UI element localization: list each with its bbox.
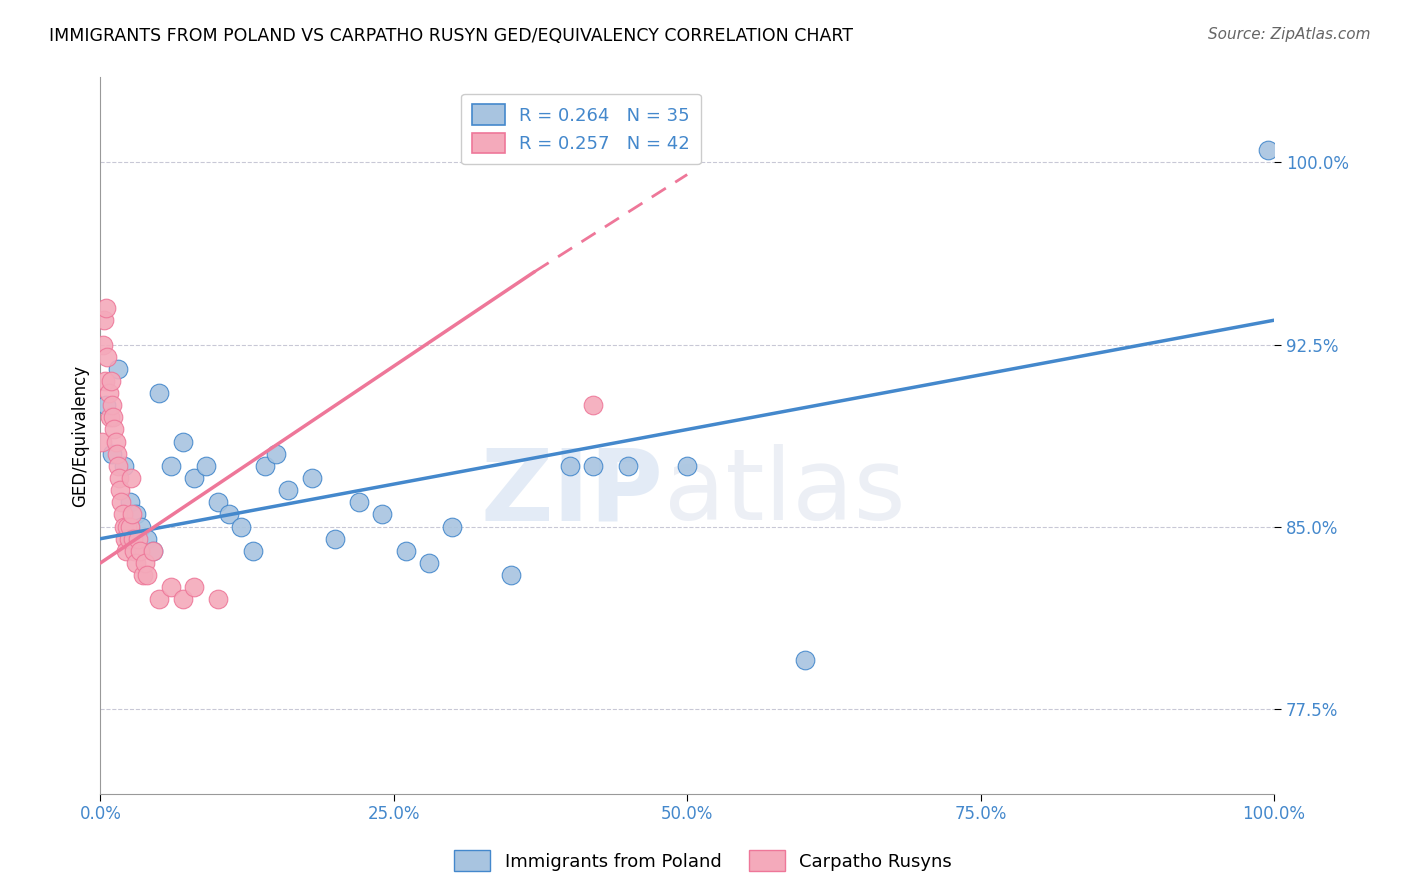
Point bbox=[115, 544, 138, 558]
Point bbox=[96, 301, 118, 315]
Text: atlas: atlas bbox=[664, 444, 905, 541]
Point bbox=[501, 568, 523, 582]
Point bbox=[207, 495, 229, 509]
Point bbox=[118, 519, 141, 533]
Point bbox=[195, 458, 218, 473]
Point bbox=[107, 458, 129, 473]
Point bbox=[301, 471, 323, 485]
Point bbox=[371, 508, 394, 522]
Point bbox=[266, 447, 288, 461]
Y-axis label: GED/Equivalency: GED/Equivalency bbox=[72, 365, 89, 507]
Point bbox=[172, 434, 194, 449]
Point bbox=[96, 398, 118, 412]
Point bbox=[93, 313, 115, 327]
Point bbox=[172, 592, 194, 607]
Point bbox=[100, 374, 122, 388]
Point bbox=[97, 386, 120, 401]
Point bbox=[582, 458, 605, 473]
Point bbox=[231, 519, 253, 533]
Point bbox=[142, 544, 165, 558]
Point bbox=[122, 532, 145, 546]
Point bbox=[124, 508, 146, 522]
Point bbox=[142, 544, 165, 558]
Point bbox=[104, 434, 127, 449]
Point bbox=[114, 532, 136, 546]
Point bbox=[117, 532, 139, 546]
Point bbox=[394, 544, 416, 558]
Point bbox=[129, 544, 152, 558]
Point bbox=[101, 447, 124, 461]
Point bbox=[118, 495, 141, 509]
Point bbox=[105, 447, 128, 461]
Point bbox=[148, 386, 170, 401]
Point bbox=[101, 398, 124, 412]
Point bbox=[136, 532, 159, 546]
Point bbox=[117, 519, 139, 533]
Point bbox=[1257, 143, 1279, 157]
Point bbox=[98, 410, 121, 425]
Point bbox=[418, 556, 440, 570]
Point bbox=[112, 519, 135, 533]
Point bbox=[582, 398, 605, 412]
Point bbox=[103, 422, 125, 436]
Point bbox=[441, 519, 464, 533]
Point bbox=[159, 580, 181, 594]
Point bbox=[131, 519, 153, 533]
Point bbox=[617, 458, 640, 473]
Text: Source: ZipAtlas.com: Source: ZipAtlas.com bbox=[1208, 27, 1371, 42]
Point bbox=[159, 458, 181, 473]
Point bbox=[91, 337, 114, 351]
Point bbox=[90, 434, 112, 449]
Text: ZIP: ZIP bbox=[481, 444, 664, 541]
Point bbox=[183, 580, 205, 594]
Point bbox=[111, 508, 134, 522]
Point bbox=[107, 361, 129, 376]
Point bbox=[96, 350, 118, 364]
Point bbox=[148, 592, 170, 607]
Point bbox=[121, 508, 143, 522]
Point bbox=[218, 508, 240, 522]
Point bbox=[347, 495, 370, 509]
Point bbox=[124, 556, 146, 570]
Point bbox=[136, 568, 159, 582]
Point bbox=[112, 458, 135, 473]
Point bbox=[253, 458, 276, 473]
Point bbox=[793, 653, 815, 667]
Legend: R = 0.264   N = 35, R = 0.257   N = 42: R = 0.264 N = 35, R = 0.257 N = 42 bbox=[461, 94, 700, 164]
Point bbox=[110, 483, 132, 498]
Point bbox=[558, 458, 581, 473]
Point bbox=[108, 471, 131, 485]
Point bbox=[183, 471, 205, 485]
Point bbox=[131, 568, 153, 582]
Point bbox=[207, 592, 229, 607]
Point bbox=[323, 532, 346, 546]
Point bbox=[127, 532, 149, 546]
Text: IMMIGRANTS FROM POLAND VS CARPATHO RUSYN GED/EQUIVALENCY CORRELATION CHART: IMMIGRANTS FROM POLAND VS CARPATHO RUSYN… bbox=[49, 27, 853, 45]
Point bbox=[676, 458, 699, 473]
Point bbox=[103, 410, 125, 425]
Legend: Immigrants from Poland, Carpatho Rusyns: Immigrants from Poland, Carpatho Rusyns bbox=[447, 843, 959, 879]
Point bbox=[110, 495, 132, 509]
Point bbox=[94, 374, 117, 388]
Point bbox=[120, 471, 142, 485]
Point bbox=[134, 556, 156, 570]
Point bbox=[124, 544, 146, 558]
Point bbox=[242, 544, 264, 558]
Point bbox=[277, 483, 299, 498]
